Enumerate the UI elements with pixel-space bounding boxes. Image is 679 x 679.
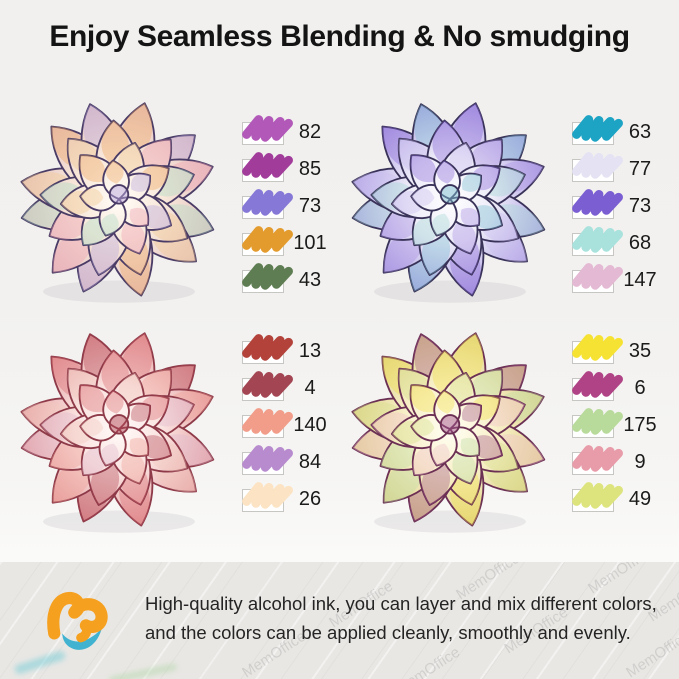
marker-scribble-icon (242, 263, 293, 290)
swatch-number: 68 (628, 232, 652, 254)
swatch-row: 6 (570, 367, 679, 404)
swatch-row: 85 (240, 148, 352, 185)
marker-scribble-icon (572, 371, 623, 398)
swatch-row: 175 (570, 404, 679, 441)
marker-scribble-icon (242, 115, 293, 142)
swatch-number: 4 (304, 377, 316, 399)
swatch-row: 35 (570, 330, 679, 367)
marker-scribble-icon (242, 371, 293, 398)
swatch-row: 77 (570, 148, 679, 185)
marker-scribble-icon (242, 226, 293, 253)
watermark-text: MemOffice (393, 643, 464, 679)
footer-text-line2: and the colors can be applied cleanly, s… (145, 622, 631, 643)
footer-description: High-quality alcohol ink, you can layer … (145, 589, 657, 647)
marker-scribble-icon (242, 189, 293, 216)
yellow-succulent-svg (351, 332, 546, 533)
swatch-list-yellow: 35 6 175 9 49 (570, 330, 679, 525)
footer-text-line1: High-quality alcohol ink, you can layer … (145, 593, 657, 614)
swatch-number: 140 (293, 414, 327, 436)
marker-scribble-icon (572, 408, 623, 435)
marker-scribble-icon (242, 334, 293, 361)
swatch-number: 13 (298, 340, 322, 362)
marker-scribble-icon (242, 408, 293, 435)
marker-scribble-icon (572, 115, 623, 142)
marker-scribble-icon (242, 152, 293, 179)
succulent-illustration-yellow (336, 316, 564, 542)
peach-succulent-svg (20, 102, 215, 303)
swatch-number: 101 (293, 232, 327, 254)
swatch-number: 175 (623, 414, 657, 436)
swatch-row: 49 (570, 478, 679, 515)
swatch-number: 49 (628, 488, 652, 510)
swatch-row: 68 (570, 222, 679, 259)
swatch-list-peach: 82 85 73 101 43 (240, 111, 352, 306)
swatch-number: 147 (623, 269, 657, 291)
marker-scribble-icon (572, 226, 623, 253)
swatch-number: 35 (628, 340, 652, 362)
swatch-list-pink: 13 4 140 84 26 (240, 330, 352, 525)
marker-scribble-icon (572, 263, 623, 290)
swatch-row: 73 (240, 185, 352, 222)
brand-logo-icon (47, 591, 108, 650)
swatch-row: 140 (240, 404, 352, 441)
purple-succulent-svg (351, 102, 546, 303)
succulent-illustration-peach (5, 86, 233, 312)
marker-scribble-icon (572, 445, 623, 472)
marker-scribble-icon (242, 482, 293, 509)
swatch-row: 13 (240, 330, 352, 367)
swatch-row: 101 (240, 222, 352, 259)
swatch-row: 73 (570, 185, 679, 222)
swatch-number: 63 (628, 121, 652, 143)
swatch-row: 4 (240, 367, 352, 404)
swatch-row: 26 (240, 478, 352, 515)
swatch-number: 85 (298, 158, 322, 180)
marker-scribble-icon (572, 334, 623, 361)
page-title: Enjoy Seamless Blending & No smudging (49, 20, 630, 53)
swatch-number: 84 (298, 451, 322, 473)
marker-scribble-icon (242, 445, 293, 472)
swatch-row: 82 (240, 111, 352, 148)
swatch-number: 9 (634, 451, 646, 473)
marker-scribble-icon (572, 152, 623, 179)
swatch-number: 26 (298, 488, 322, 510)
pink-succulent-svg (20, 332, 215, 533)
marker-scribble-icon (572, 482, 623, 509)
swatch-number: 43 (298, 269, 322, 291)
swatch-row: 147 (570, 259, 679, 296)
succulent-illustration-purple (336, 86, 564, 312)
swatch-list-purple: 63 77 73 68 147 (570, 111, 679, 306)
swatch-number: 6 (634, 377, 646, 399)
swatch-row: 9 (570, 441, 679, 478)
footer-banner: MemOffice MemOffice MemOffice MemOffice MemO… (0, 562, 679, 679)
swatch-number: 77 (628, 158, 652, 180)
swatch-row: 63 (570, 111, 679, 148)
swatch-number: 73 (628, 195, 652, 217)
swatch-row: 84 (240, 441, 352, 478)
swatch-number: 82 (298, 121, 322, 143)
swatch-row: 43 (240, 259, 352, 296)
swatch-number: 73 (298, 195, 322, 217)
succulent-illustration-pink (5, 316, 233, 542)
marker-scribble-icon (572, 189, 623, 216)
